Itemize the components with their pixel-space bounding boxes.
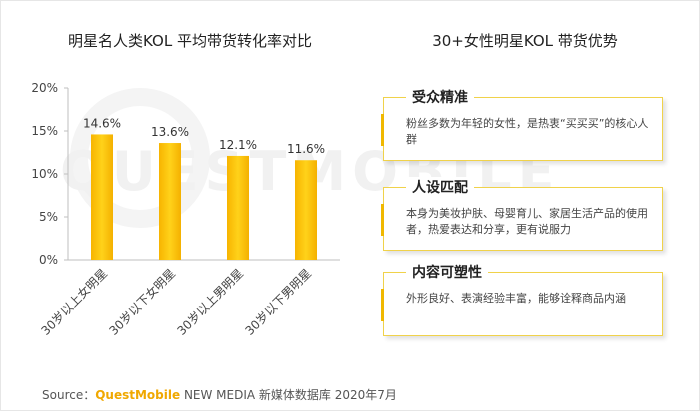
card-text: 粉丝多数为年轻的女性，是热衷“买买买”的核心人群 xyxy=(406,117,649,146)
source-note: Source：QuestMobile NEW MEDIA 新媒体数据库 2020… xyxy=(42,386,397,403)
y-tick-label: 5% xyxy=(39,210,58,224)
chart-title: 明星名人类KOL 平均带货转化率对比 xyxy=(68,32,312,50)
x-tick-label: 30岁以下男明星 xyxy=(242,266,314,338)
source-brand: QuestMobile xyxy=(95,388,181,402)
card-title: 内容可塑性 xyxy=(390,262,488,282)
data-label: 12.1% xyxy=(219,138,257,152)
y-tick-label: 10% xyxy=(31,167,58,181)
card-title: 受众精准 xyxy=(390,87,474,107)
card-accent xyxy=(381,289,384,321)
x-tick-label: 30岁以上男明星 xyxy=(174,266,246,338)
x-tick-label: 30岁以下女明星 xyxy=(106,266,178,338)
bar xyxy=(227,155,249,260)
bar xyxy=(295,160,317,260)
data-label: 11.6% xyxy=(287,142,325,156)
y-tick-label: 15% xyxy=(31,124,58,138)
card-text: 本身为美妆护肤、母婴育儿、家居生活产品的使用者，热爱表达和分享，更有说服力 xyxy=(406,207,648,236)
data-label: 14.6% xyxy=(83,116,121,130)
source-prefix: Source： xyxy=(42,388,96,402)
card-title: 人设匹配 xyxy=(390,177,474,197)
y-tick-label: 20% xyxy=(31,81,58,95)
card-text: 外形良好、表演经验丰富，能够诠释商品内涵 xyxy=(406,292,626,305)
source-rest: NEW MEDIA 新媒体数据库 2020年7月 xyxy=(180,388,397,402)
advantage-card-2: 人设匹配 本身为美妆护肤、母婴育儿、家居生活产品的使用者，热爱表达和分享，更有说… xyxy=(381,177,663,251)
card-accent xyxy=(381,114,384,146)
data-label: 13.6% xyxy=(151,125,189,139)
bar xyxy=(159,143,181,260)
advantages-title: 30+女性明星KOL 带货优势 xyxy=(432,32,618,50)
y-tick-label: 0% xyxy=(39,253,58,267)
card-accent xyxy=(381,204,384,236)
bar-chart: 0% 5% 10% 15% 20% 14.6% 30岁以上女明星 13.6% 30岁以下女明星… xyxy=(31,81,340,338)
bar xyxy=(91,134,113,260)
advantage-card-3: 内容可塑性 外形良好、表演经验丰富，能够诠释商品内涵 xyxy=(381,262,663,336)
x-tick-label: 30岁以上女明星 xyxy=(38,266,110,338)
advantage-card-1: 受众精准 粉丝多数为年轻的女性，是热衷“买买买”的核心人群 xyxy=(381,87,663,161)
